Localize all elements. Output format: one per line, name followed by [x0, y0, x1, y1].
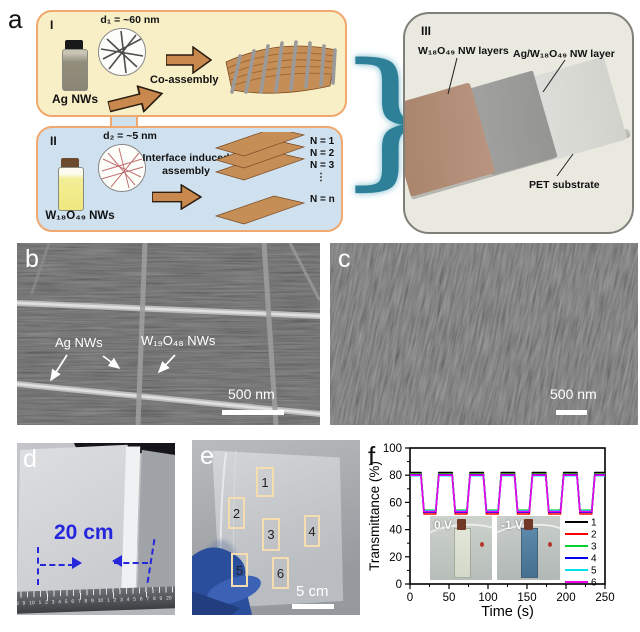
scheme-step1-box: I Ag NWs d₁ = ~60 nm Co-assembly: [36, 10, 347, 117]
transmittance-chart-panel: 0 50 100 150 200 250 0 20 40 60 80 100 1 2 3 4 5 6 Time (s…: [367, 435, 640, 632]
ruler: 8 9 10 1 2 3 4 5 6 7 8 9 10 1 2 3 4 5 6 …: [17, 586, 175, 614]
inset-photo-0v: 0 V: [430, 516, 492, 580]
ag-nw-vial-icon: [62, 40, 88, 91]
step3-leader-lines: [447, 57, 574, 177]
svg-text:200: 200: [556, 592, 575, 604]
region-box-6: 6: [272, 557, 289, 589]
w18o49-nanowire-sketch-icon: [98, 144, 146, 192]
photo-d-film-rolled-edge: [121, 446, 141, 595]
reference-dot-icon: [548, 542, 552, 547]
photo-d-background-right: [137, 449, 175, 591]
step2-vial-label: W₁₈O₄₉ NWs: [45, 210, 115, 222]
panel-e-scalebar: [292, 604, 334, 609]
svg-text:60: 60: [389, 497, 402, 509]
svg-text:250: 250: [595, 592, 614, 604]
region-box-5: 5: [231, 553, 248, 587]
step1-process-label: Co-assembly: [150, 74, 219, 86]
svg-text:100: 100: [478, 592, 497, 604]
stack-label-n1: N = 1: [310, 136, 335, 147]
svg-text:80: 80: [389, 470, 402, 482]
svg-text:6: 6: [591, 578, 597, 589]
region-box-1: 1: [256, 467, 274, 497]
step3-top-layer-label: W₁₈O₄₉ NW layers: [418, 45, 509, 57]
stack-label-n3: N = 3: [310, 160, 335, 171]
step3-middle-layer-label: Ag/W₁₈O₄₉ NW layer: [513, 48, 615, 60]
electrode-clip-icon: [524, 519, 533, 530]
step2-id: II: [50, 134, 57, 148]
woven-nanowire-mat-icon: [225, 40, 337, 94]
region-box-2: 2: [228, 497, 245, 529]
panel-e-label: e: [200, 442, 214, 470]
inset-photo-minus1v: -1 V: [497, 516, 560, 580]
svg-text:40: 40: [389, 525, 402, 537]
electrode-clip-icon: [457, 519, 466, 530]
sem-image-w18o49-film: c 500 nm: [330, 243, 638, 425]
photo-large-film: 20 cm 8 9 10 1 2 3 4 5 6 7 8 9 10 1 2 3 …: [17, 443, 175, 615]
panel-d-arrowhead-right-icon: [72, 557, 88, 569]
panel-d-arrowhead-left-icon: [106, 555, 122, 567]
panel-d-width-label: 20 cm: [54, 521, 114, 544]
svg-text:Time (s): Time (s): [481, 604, 534, 620]
svg-text:Transmittance (%): Transmittance (%): [368, 461, 382, 571]
sem-image-hybrid-film: b Ag NWs W₁₉O₄₈ NWs 500 nm: [17, 243, 320, 425]
bleached-film-strip: [454, 528, 471, 578]
panel-b-label: b: [25, 245, 39, 273]
step1-id: I: [50, 18, 54, 32]
panel-c-scalebar: [556, 410, 587, 415]
panel-f-label: f: [368, 441, 376, 471]
region-box-3: 3: [262, 518, 280, 551]
co-assembly-arrow-icon: [166, 46, 212, 74]
scheme-step2-box: II d₂ = ~5 nm W₁₈O₄₉ NWs Interface induc…: [36, 126, 343, 232]
svg-text:0: 0: [407, 592, 413, 604]
panel-e-scalebar-label: 5 cm: [296, 583, 329, 600]
panel-b-scalebar: [222, 410, 284, 415]
stack-label-nn: N = n: [310, 194, 335, 205]
region-box-4: 4: [304, 515, 320, 547]
interface-assembly-arrow-icon: [152, 184, 202, 210]
svg-text:0: 0: [396, 579, 402, 591]
stack-label-n2: N = 2: [310, 148, 335, 159]
photo-flexible-film: 1 2 3 4 5 6 5 cm e: [192, 440, 360, 615]
step2-process-label: Interface induced assembly: [142, 152, 230, 178]
panel-b-wo-annotation: W₁₉O₄₈ NWs: [141, 333, 216, 348]
panel-d-arrow-line-left: [40, 564, 74, 566]
svg-text:1: 1: [591, 518, 597, 529]
ag-nanowire-sketch-icon: [98, 28, 146, 76]
step2-diameter-label: d₂ = ~5 nm: [103, 130, 157, 142]
scheme-step3-box: III W₁₈O₄₉ NW layers Ag/W₁₈O₄₉ NW layer …: [403, 12, 634, 234]
svg-text:20: 20: [389, 552, 402, 564]
inset-minus1v-label: -1 V: [501, 518, 524, 532]
panel-b-ag-annotation: Ag NWs: [55, 335, 103, 350]
step1-diameter-label: d₁ = ~60 nm: [100, 14, 160, 26]
step1-vial-label: Ag NWs: [52, 92, 98, 106]
step3-substrate-label: PET substrate: [529, 179, 600, 191]
panel-d-arrow-line-right: [114, 562, 148, 564]
w18o49-vial-icon: [58, 158, 84, 211]
stack-label-dots: ⋮: [316, 172, 326, 183]
svg-text:4: 4: [591, 554, 597, 565]
panel-b-scalebar-label: 500 nm: [228, 386, 275, 402]
panel-a-label: a: [8, 4, 23, 34]
panel-d-label: d: [23, 445, 37, 473]
step3-id: III: [421, 24, 432, 38]
colored-film-strip: [521, 528, 538, 578]
panel-d-dash-left: [37, 547, 39, 585]
svg-text:2: 2: [591, 530, 597, 541]
panel-c-scalebar-label: 500 nm: [550, 386, 597, 402]
co-assembly-arrow2-icon: [106, 85, 164, 114]
reference-dot-icon: [480, 542, 484, 547]
inset-0v-label: 0 V: [434, 518, 453, 532]
svg-text:50: 50: [443, 592, 456, 604]
svg-text:150: 150: [517, 592, 536, 604]
svg-text:100: 100: [383, 443, 402, 455]
stacked-sheets-icon: [214, 132, 306, 225]
svg-text:5: 5: [591, 566, 597, 577]
panel-c-label: c: [338, 245, 351, 273]
svg-text:3: 3: [591, 542, 597, 553]
